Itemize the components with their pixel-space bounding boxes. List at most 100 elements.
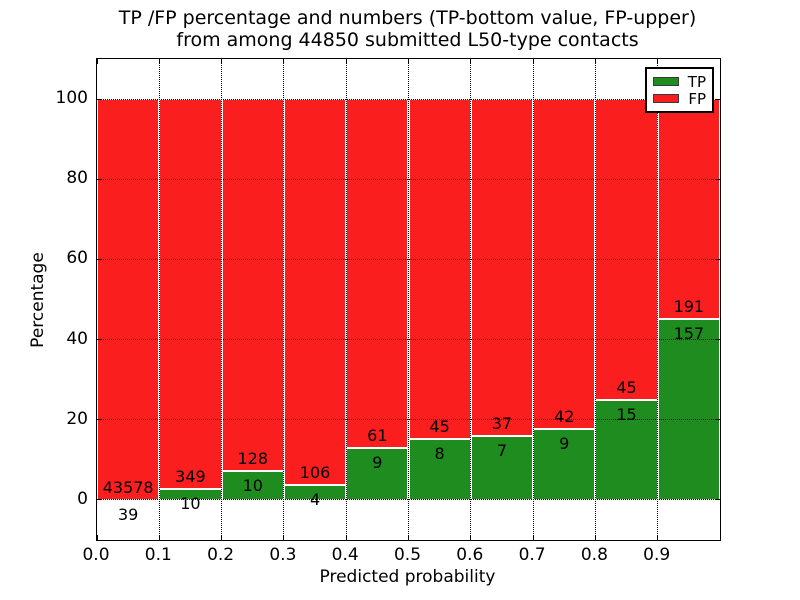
bar-label-tp: 4 — [309, 490, 321, 510]
bar-label-tp: 39 — [117, 504, 139, 524]
bar-segment-fp — [470, 99, 534, 437]
bar-label-fp: 106 — [299, 463, 331, 483]
x-tick-mark — [408, 59, 409, 64]
gridline-x — [158, 59, 160, 540]
chart-title-line2: from among 44850 submitted L50-type cont… — [176, 29, 639, 51]
x-tick-mark — [345, 535, 347, 540]
x-tick-label: 0.6 — [456, 545, 484, 565]
gridline-x — [408, 59, 409, 540]
x-tick-mark — [594, 59, 596, 64]
x-tick-label: 0.7 — [518, 545, 546, 565]
chart-title: TP /FP percentage and numbers (TP-bottom… — [96, 7, 719, 51]
bar-segment-fp — [595, 99, 658, 400]
legend: TP FP — [645, 67, 714, 113]
x-tick-mark — [221, 59, 223, 64]
legend-label-tp: TP — [687, 72, 706, 91]
bar-segment-fp — [283, 99, 347, 486]
gridline-x — [657, 59, 659, 540]
x-tick-mark — [221, 535, 223, 540]
x-axis-label: Predicted probability — [319, 567, 496, 587]
x-tick-mark — [532, 535, 534, 540]
bar-segment-fp — [533, 99, 596, 430]
bar-label-tp: 9 — [559, 434, 570, 454]
bar-segment-fp — [346, 99, 409, 449]
x-tick-label: 0.3 — [269, 545, 297, 565]
y-tick-mark — [715, 499, 720, 501]
bar-label-tp: 15 — [616, 404, 637, 424]
x-tick-mark — [470, 59, 472, 64]
y-tick-label: 60 — [66, 248, 88, 269]
x-tick-mark — [283, 59, 285, 64]
y-tick-mark — [715, 178, 720, 180]
y-tick-label: 0 — [77, 488, 88, 509]
gridline-x — [221, 59, 223, 540]
plot-area: 43578 39 349 10 128 10 106 4 61 9 45 8 37 7 42 9 45 15 191… — [96, 58, 721, 541]
bar-label-tp: 9 — [372, 453, 383, 473]
x-tick-mark — [158, 59, 160, 64]
legend-item-tp: TP — [653, 74, 706, 90]
chart-title-line1: TP /FP percentage and numbers (TP-bottom… — [118, 7, 697, 29]
y-tick-mark — [97, 419, 102, 421]
y-tick-label: 40 — [66, 328, 88, 349]
bar-segment-tp — [470, 436, 534, 500]
x-tick-mark — [283, 535, 285, 540]
bar-label-fp: 349 — [175, 466, 206, 486]
bar-label-tp: 157 — [673, 324, 705, 344]
y-tick-mark — [97, 339, 102, 341]
bar-label-fp: 128 — [237, 448, 269, 468]
bar-label-fp: 45 — [616, 377, 637, 397]
bar-label-tp: 8 — [434, 444, 445, 464]
y-tick-mark — [715, 419, 720, 421]
bar-segment-fp — [657, 99, 720, 320]
y-tick-mark — [715, 258, 720, 260]
y-tick-label: 100 — [55, 88, 88, 109]
bar-segment-fp — [221, 99, 284, 471]
x-tick-mark — [470, 535, 472, 540]
bar-label-tp: 10 — [242, 475, 263, 495]
y-tick-mark — [97, 258, 102, 260]
x-tick-mark — [345, 59, 347, 64]
x-tick-label: 0.8 — [580, 545, 608, 565]
legend-label-fp: FP — [688, 89, 706, 108]
bar-label-fp: 42 — [554, 407, 575, 427]
x-tick-label: 0.0 — [82, 545, 110, 565]
bar-segment-tp — [595, 399, 658, 500]
gridline-x — [470, 59, 472, 540]
x-tick-mark — [657, 59, 659, 64]
x-tick-mark — [657, 535, 659, 540]
y-tick-mark — [715, 339, 720, 341]
bar-segment-fp — [97, 99, 160, 500]
gridline-x — [283, 59, 285, 540]
x-tick-label: 0.1 — [144, 545, 172, 565]
bar-label-tp: 7 — [496, 441, 508, 461]
legend-item-fp: FP — [653, 91, 706, 107]
x-tick-mark — [594, 535, 596, 540]
y-tick-mark — [97, 178, 102, 180]
bar-label-fp: 37 — [491, 414, 513, 434]
x-tick-label: 0.4 — [331, 545, 359, 565]
x-tick-mark — [96, 535, 98, 540]
bar-segment-tp — [346, 448, 409, 500]
bar-label-fp: 191 — [673, 297, 705, 317]
bar-segment-tp — [221, 470, 284, 500]
bar-label-tp: 10 — [180, 493, 201, 513]
y-tick-label: 20 — [66, 408, 88, 429]
bar-segment-fp — [408, 99, 471, 440]
x-tick-label: 0.5 — [393, 545, 422, 565]
x-tick-mark — [408, 535, 409, 540]
bar-label-fp: 45 — [429, 417, 450, 437]
fp-color-swatch — [653, 94, 680, 103]
y-tick-mark — [715, 98, 720, 100]
y-tick-label: 80 — [66, 168, 88, 189]
bar-segment-fp — [159, 99, 222, 489]
x-tick-mark — [96, 59, 98, 64]
gridline-x — [345, 59, 347, 540]
tp-color-swatch — [653, 77, 679, 86]
bar-segment-tp — [283, 485, 347, 500]
x-tick-mark — [158, 535, 160, 540]
bar-label-fp: 43578 — [102, 477, 154, 497]
gridline-x — [532, 59, 534, 540]
y-tick-mark — [97, 499, 102, 501]
bar-segment-tp — [657, 319, 720, 500]
